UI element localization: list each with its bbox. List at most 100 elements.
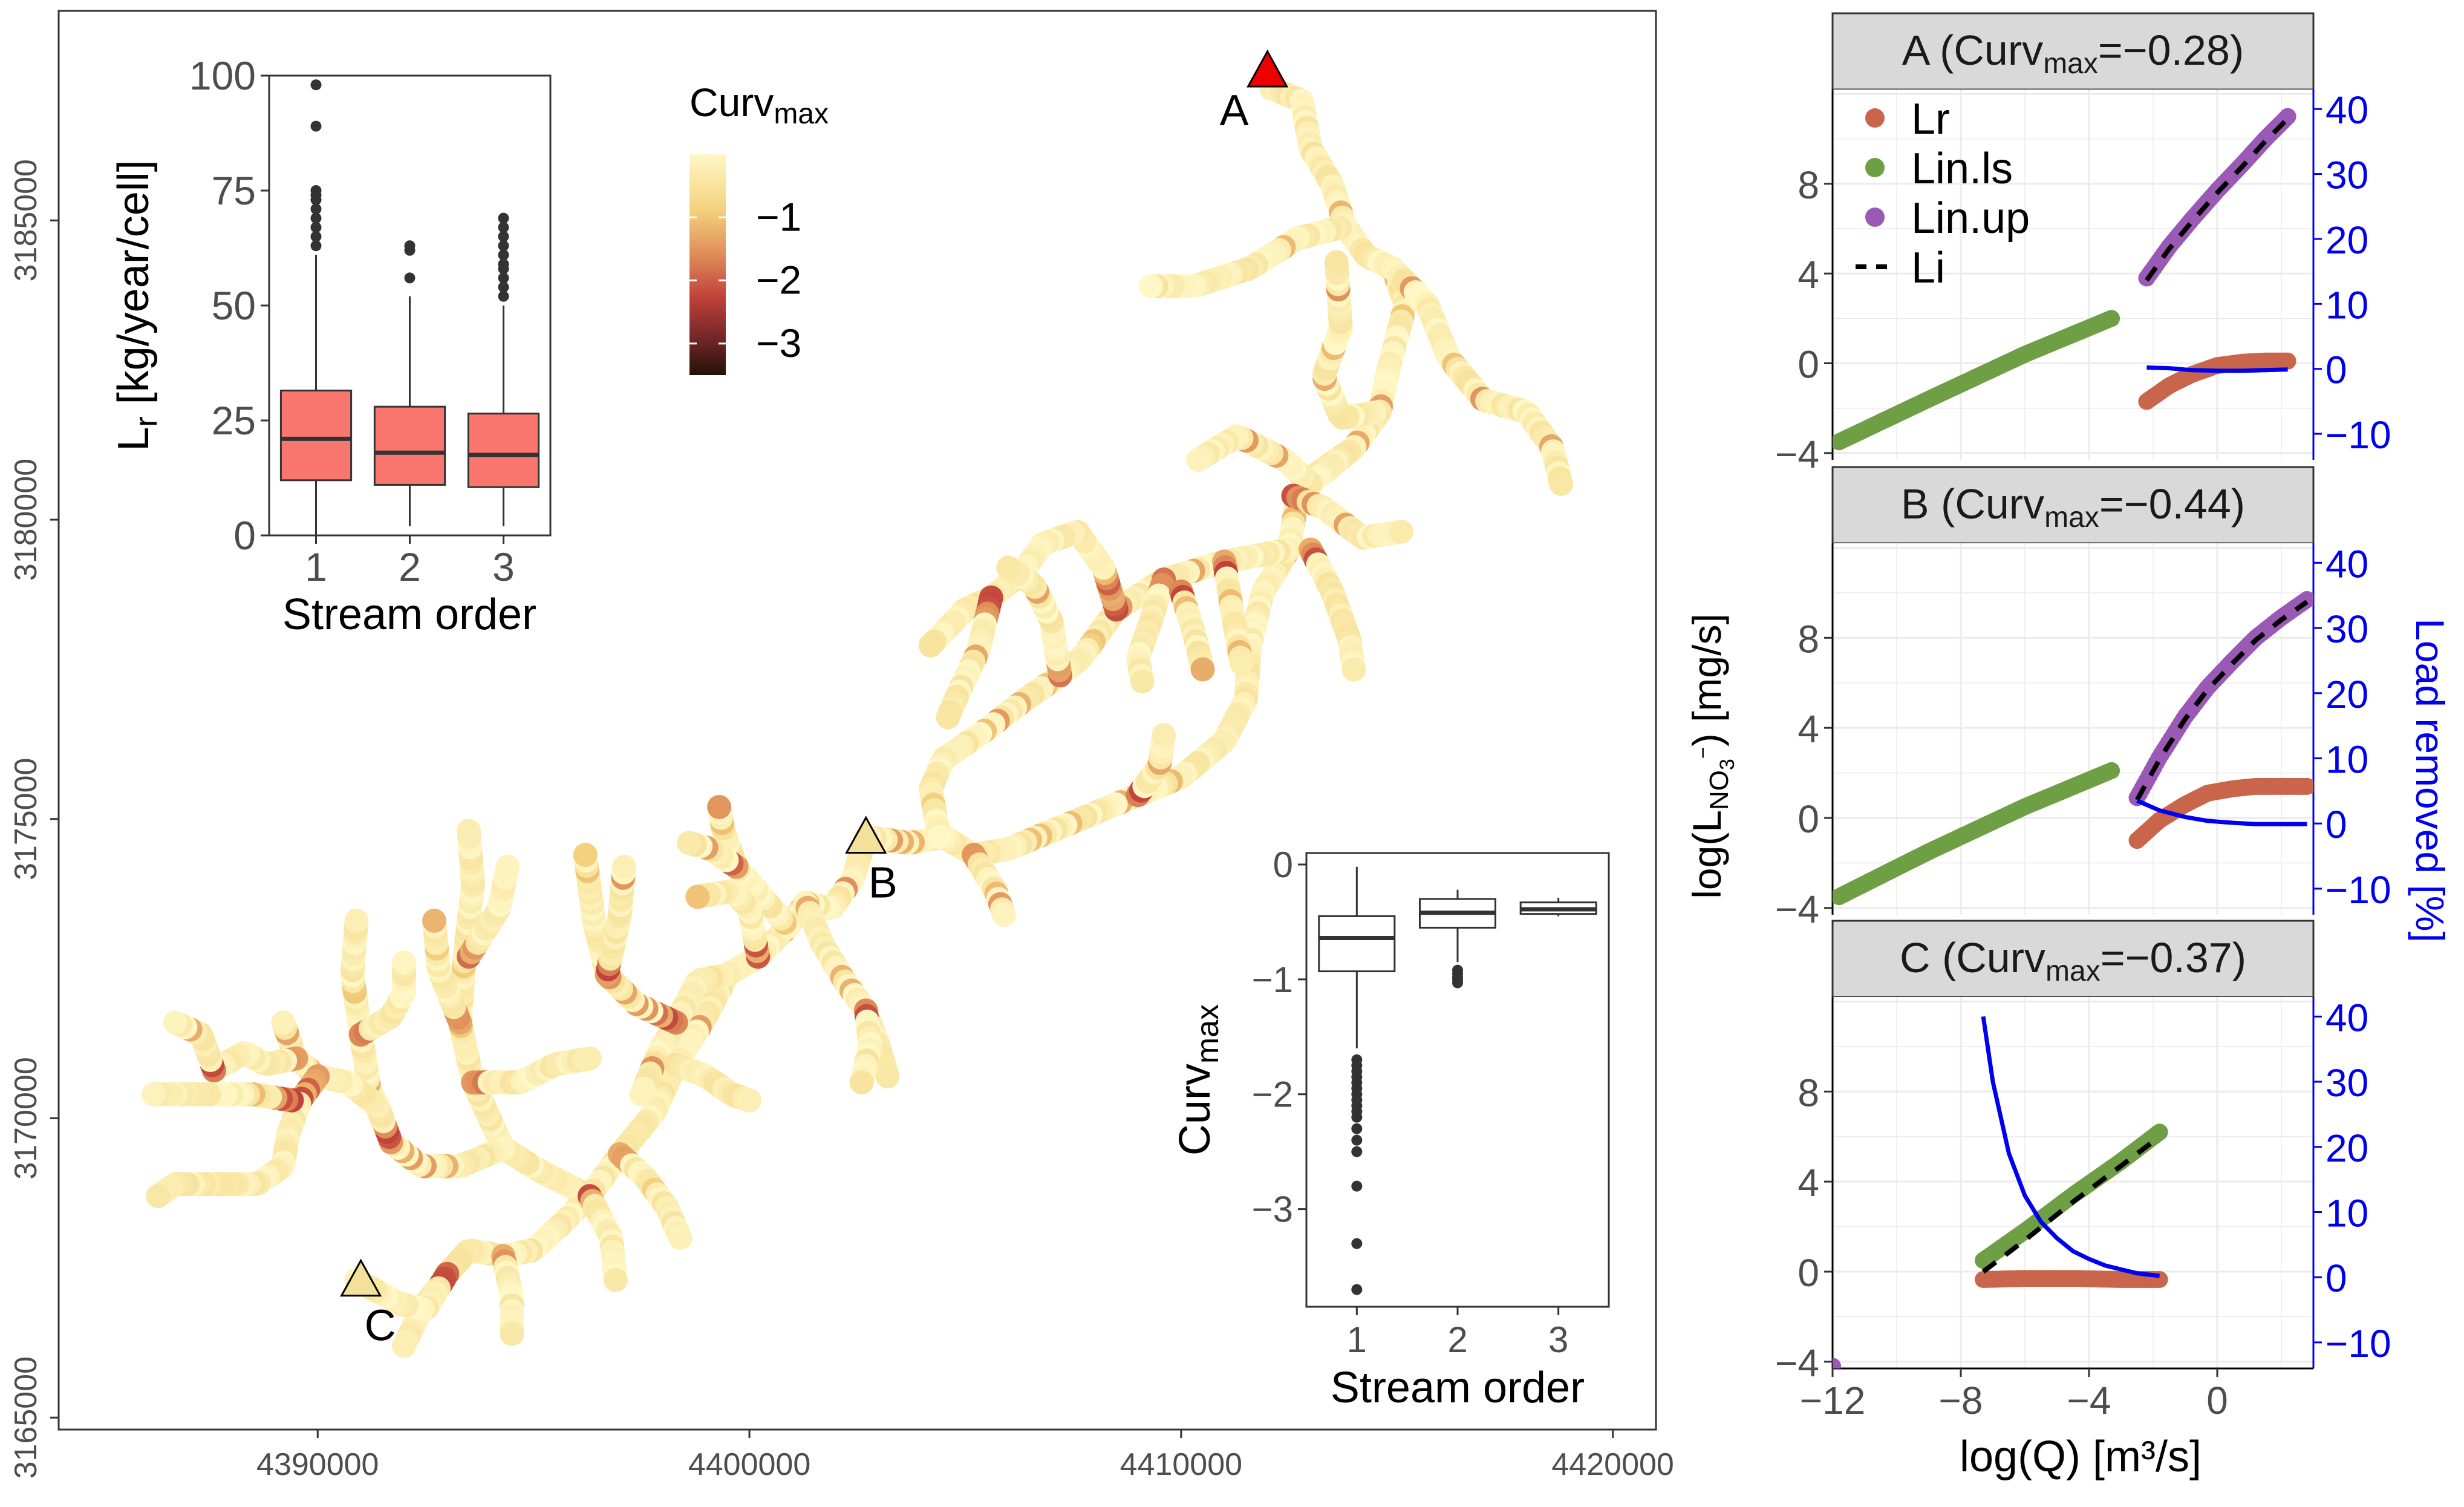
stream-cell [677,831,702,855]
box-outlier [1452,977,1463,989]
map-y-axis: 3165000 3170000 3175000 3180000 3185000 [8,159,59,1479]
facet-y-tick-label: 8 [1797,617,1819,661]
facet-y-tick-label: 4 [1797,707,1819,751]
box-x-tick-label: 3 [492,544,515,589]
facet-y-tick-label: 0 [1797,797,1819,841]
box-outlier [1351,1180,1363,1192]
inset-curv-boxplot: 0 −1 −2 −3 1 2 3 Curvmax Stream order [1171,845,1610,1412]
legend-key-Lin.ls [1865,158,1885,177]
outlet-label-b: B [869,858,898,907]
box-outlier [1351,1238,1363,1249]
stream-cell [1229,651,1254,676]
stream-cell [146,1184,171,1209]
stream-cell [737,1088,762,1113]
box-y-tick-label: 0 [1273,845,1293,885]
facet-y-tick-label: 8 [1797,1071,1819,1114]
stream-cell [392,950,416,975]
legend-ticks: −1 −2 −3 [689,194,801,365]
box-outlier [404,240,416,252]
map-x-tick-label: 4420000 [1551,1447,1674,1482]
facet-y-tick-label: 4 [1797,253,1819,296]
box-y-tick-label: 100 [189,53,256,98]
stream-cell [422,909,446,933]
stream-cell [1138,274,1163,299]
stream-cell [612,854,637,879]
box-outlier [498,258,509,270]
facet-data [1833,591,2313,906]
box-outlier [310,212,322,224]
box-x-tick-label: 2 [399,544,421,589]
stream-cell [573,843,598,868]
inset-curv-ylabel: Curvmax [1171,1004,1225,1156]
box-outlier [1351,1284,1363,1295]
facet-y2-tick-label: 30 [2325,607,2368,651]
stream-cell [500,1321,524,1346]
outlet-marker-b [845,816,887,854]
inset-lr-xlabel: Stream order [282,590,536,639]
box-y-tick-label: 25 [212,398,256,443]
facet-data [1833,1016,2168,1368]
box-y-tick-label: 50 [212,283,256,328]
facet-strip [1831,920,2315,998]
legend-colorbar [689,154,726,375]
box-outlier [498,221,509,233]
legend-label-Lin.up: Lin.up [1911,194,2030,243]
stream-cell [1152,723,1176,748]
facet-y2-tick-label: 0 [2325,1257,2347,1300]
stream-cell [1190,657,1215,682]
facet-x-tick-label: −8 [1939,1379,1983,1422]
map-x-axis: 4390000 4400000 4410000 4420000 [256,1430,1674,1482]
box-iqr [279,390,353,482]
box-outlier [1351,1134,1363,1146]
stream-cell [629,1082,654,1107]
inset-lr-ylabel: Lr [kg/year/cell] [109,160,164,451]
box-y-tick-label: −2 [1252,1074,1293,1115]
facet-y2-tick-label: 40 [2325,88,2368,132]
map-x-tick-label: 4390000 [256,1447,379,1482]
facet-strip [1831,466,2315,544]
box-iqr [467,413,540,488]
box-y-tick-label: 75 [212,168,256,213]
box-outlier [498,231,509,242]
inset-curv-xlabel: Stream order [1331,1364,1585,1412]
stream-cell [668,1226,693,1250]
box-outlier [498,281,509,293]
stream-cell [163,1010,187,1035]
stream-cell [1389,519,1413,544]
legend-tick-label: −3 [756,321,801,365]
series-point-Lin.ls [2103,762,2120,779]
facet-plot-area [1833,997,2313,1368]
series-line-Li [1981,1134,2162,1274]
map-streams [142,76,1573,1358]
stream-cell [142,1082,166,1107]
box-outlier [498,290,509,302]
outlet-marker-a [1247,49,1289,88]
series-line-load-removed [1981,1016,2160,1278]
box-x-tick-label: 1 [1347,1319,1367,1360]
series-point-Lr [2279,352,2296,370]
box-outlier [1351,1111,1363,1123]
series-line-load-removed [2136,799,2307,826]
legend-key-Lin.up [1865,208,1885,227]
facet-y2-tick-label: 20 [2325,1126,2368,1170]
stream-cell [603,1267,628,1292]
facet-panel-b: B (Curvmax=−0.44) −4 0 4 8 −10 0 10 20 30 40 [1775,466,2391,931]
stream-cell [392,1333,416,1358]
series-line-Li [2145,117,2290,282]
box-y-tick-label: 0 [233,513,256,558]
facet-y2-tick-label: 40 [2325,542,2368,586]
facet-y2-tick-label: 0 [2325,348,2347,392]
facet-y2-tick-label: 40 [2325,996,2368,1039]
box-outlier [498,212,509,224]
box-iqr [1318,915,1396,973]
facet-y2-tick-label: 10 [2325,737,2368,781]
facet-panel-a: A (Curvmax=−0.28) −4 0 4 8 −10 0 10 20 30 40 [1775,12,2391,476]
stream-cell [1324,250,1349,275]
box-outlier [404,272,416,284]
stream-cell [457,819,481,843]
facet-y2-tick-label: 10 [2325,283,2368,327]
map-y-tick-label: 3185000 [8,159,44,281]
box-x-tick-label: 1 [305,544,327,589]
stream-cell [271,1010,296,1035]
